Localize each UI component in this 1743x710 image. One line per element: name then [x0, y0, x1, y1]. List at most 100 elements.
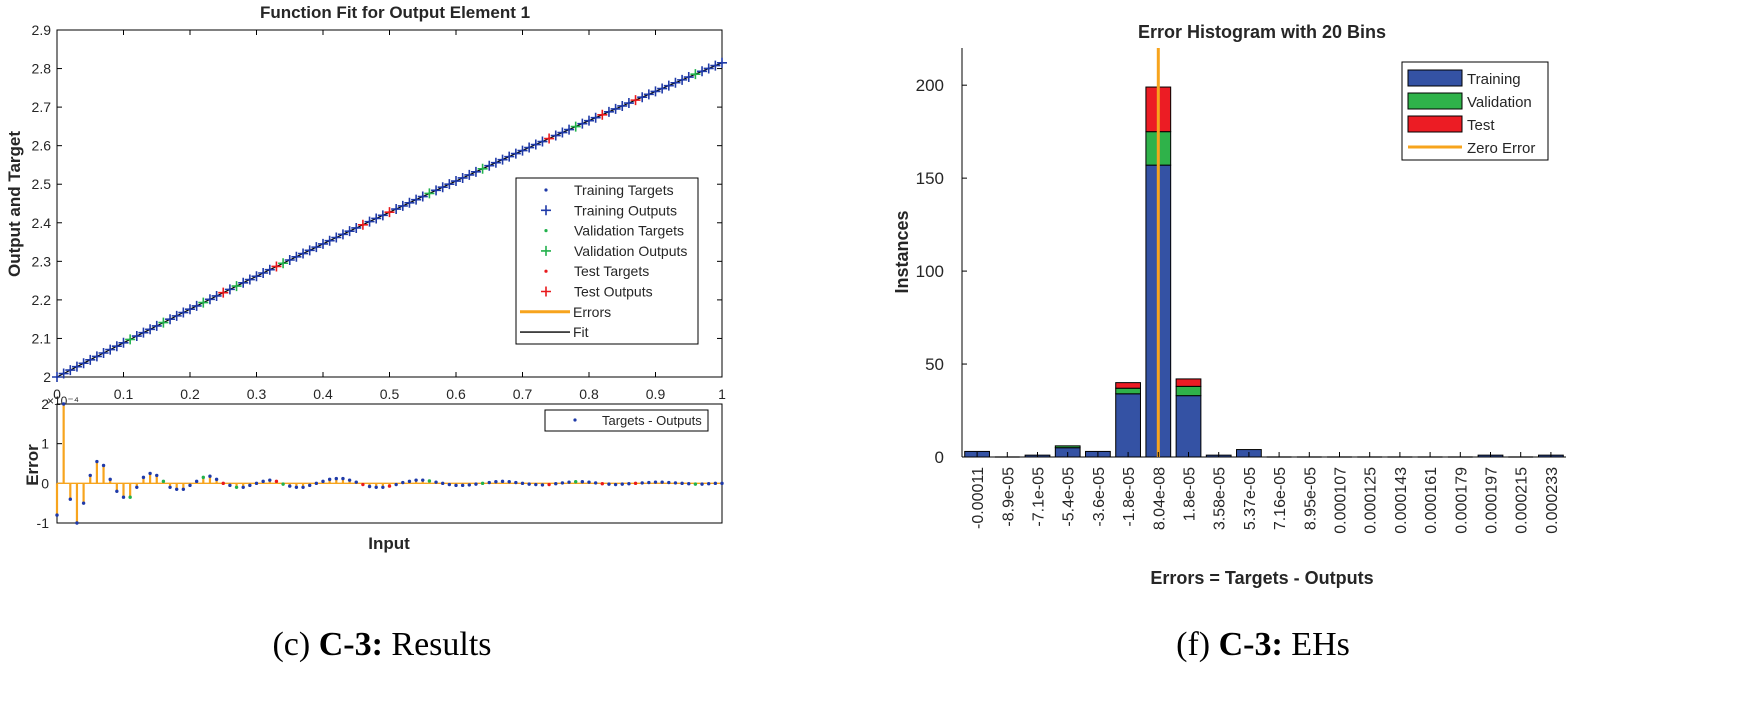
training-target-marker — [654, 90, 657, 93]
histogram-y-axis-label: Instances — [892, 210, 912, 293]
training-target-marker — [288, 258, 291, 262]
error-point — [301, 485, 305, 489]
error-point — [514, 480, 518, 485]
training-target-marker — [301, 252, 305, 255]
histogram-x-tick-label: 8.04e-08 — [1151, 467, 1168, 530]
fit-y-tick-label: 2.9 — [32, 22, 52, 38]
fit-y-ticks: 2 2.1 2.2 2.3 2.4 2.5 2.6 2.7 2.8 2.9 — [32, 22, 722, 385]
histogram-x-tick-label: 8.95e-05 — [1302, 467, 1319, 530]
error-legend-box — [544, 409, 709, 432]
fit-y-tick-label: 2.1 — [32, 330, 52, 346]
fit-chart-title: Function Fit for Output Element 1 — [260, 3, 530, 22]
training-target-marker — [195, 304, 198, 308]
error-point — [441, 481, 445, 486]
training-target-marker — [414, 198, 418, 201]
training-target-marker — [587, 119, 591, 122]
histogram-legend-label: Training — [1467, 71, 1521, 88]
error-point — [115, 489, 119, 493]
training-target-marker — [641, 96, 644, 99]
error-point — [640, 481, 644, 485]
training-target-marker — [521, 149, 524, 152]
histogram-x-tick-label: -3.6e-05 — [1091, 467, 1108, 527]
error-point — [647, 480, 651, 485]
histogram-bar-test — [1115, 382, 1141, 389]
error-point — [308, 483, 312, 488]
histogram-x-tick-label: 5.37e-05 — [1242, 467, 1259, 530]
fit-legend-label: Training Outputs — [574, 202, 677, 218]
fit-legend-label: Validation Targets — [574, 223, 684, 239]
fit-x-tick-label: 0 — [53, 386, 61, 402]
training-target-marker — [607, 110, 611, 114]
training-target-marker — [408, 201, 411, 204]
fit-y-tick-label: 2.2 — [32, 292, 52, 308]
histogram-x-tick-label: -8.9e-05 — [1000, 467, 1017, 527]
error-point — [288, 484, 292, 488]
error-point — [460, 483, 465, 488]
training-target-marker — [261, 271, 265, 275]
training-target-marker — [454, 179, 458, 183]
histogram-legend: Training Validation Test Zero Error — [1401, 61, 1549, 161]
fit-x-tick-label: 0.8 — [579, 386, 599, 402]
error-y-tick-label: 1 — [41, 436, 49, 452]
fit-legend-marker — [541, 245, 551, 256]
error-point — [268, 478, 272, 482]
fit-x-tick-label: 0.2 — [180, 386, 200, 402]
fit-legend-label: Fit — [573, 324, 589, 340]
error-point — [673, 481, 678, 485]
histogram-legend-swatch — [1407, 115, 1463, 133]
fit-y-axis-label: Output and Target — [5, 131, 24, 277]
error-point — [414, 478, 418, 482]
error-point — [108, 477, 112, 482]
error-legend-label: Targets - Outputs — [602, 413, 702, 428]
training-target-marker — [175, 314, 178, 318]
test-target-marker — [634, 98, 637, 102]
error-point — [507, 480, 511, 484]
error-point — [454, 483, 458, 488]
validation-target-marker — [235, 284, 238, 288]
error-point — [314, 481, 319, 486]
fit-legend-marker — [544, 269, 548, 273]
training-target-marker — [494, 161, 498, 164]
training-target-marker — [448, 182, 451, 186]
error-point — [693, 482, 698, 486]
error-point — [520, 481, 525, 486]
histogram-y-tick-label: 0 — [935, 448, 944, 467]
histogram-x-tick-label: -7.1e-05 — [1031, 467, 1048, 527]
training-target-marker — [401, 204, 404, 208]
error-point — [580, 480, 585, 484]
fit-x-ticks: 0 0.1 0.2 0.3 0.4 0.5 0.6 0.7 0.8 0.9 1 — [53, 30, 726, 402]
error-point — [574, 480, 578, 484]
caption-left: (c) C-3: Results — [272, 626, 491, 663]
error-point — [141, 475, 146, 480]
error-point — [221, 481, 225, 486]
fit-y-tick-label: 2.5 — [32, 176, 52, 192]
training-target-marker — [687, 75, 690, 79]
error-point — [474, 482, 478, 486]
fit-y-tick-label: 2 — [43, 369, 51, 385]
test-target-marker — [601, 113, 604, 116]
training-target-marker — [627, 101, 631, 105]
validation-target-marker — [481, 167, 484, 170]
training-target-marker — [375, 217, 378, 220]
fit-legend-marker — [544, 188, 548, 192]
histogram-x-tick-label: -5.4e-05 — [1061, 467, 1078, 527]
training-target-marker — [541, 140, 544, 143]
training-target-marker — [434, 189, 438, 192]
histogram-x-tick-label: 0.000125 — [1363, 467, 1380, 534]
fit-legend-marker — [541, 286, 551, 297]
error-point — [720, 481, 724, 486]
error-point — [660, 480, 664, 484]
error-point — [401, 480, 405, 485]
training-target-marker — [660, 87, 664, 90]
training-target-marker — [242, 281, 245, 284]
training-target-marker — [62, 372, 65, 375]
training-target-marker — [268, 268, 271, 271]
error-point — [667, 480, 671, 485]
fit-legend-label: Validation Outputs — [574, 243, 687, 259]
fit-y-tick-label: 2.3 — [32, 253, 52, 269]
error-point — [627, 482, 631, 486]
fit-y-tick-label: 2.7 — [32, 99, 52, 115]
training-target-marker — [614, 107, 617, 111]
error-point — [334, 476, 338, 481]
histogram-bar-validation — [1115, 387, 1141, 395]
